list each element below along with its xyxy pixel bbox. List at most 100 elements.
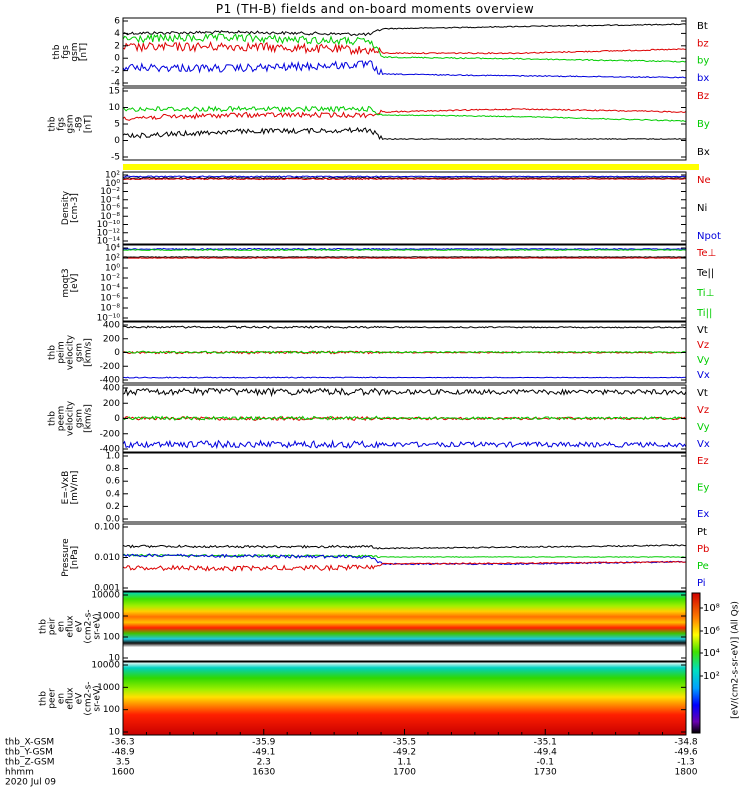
series-bz: [122, 40, 687, 56]
panel-frame-efield: [122, 452, 687, 523]
y-axis-label: eflux: [66, 687, 76, 710]
ephemeris-value: -34.8: [674, 738, 698, 748]
legend-efield-1: Ey: [697, 483, 709, 494]
legend-peim-velocity-1: Vz: [697, 340, 709, 351]
y-tick-label: 10: [109, 103, 121, 113]
y-tick-label: 200: [103, 399, 120, 409]
y-axis-label: -89: [75, 116, 85, 131]
y-axis-label: thb: [39, 619, 49, 634]
y-axis-label: gsm: [75, 409, 85, 428]
legend-peem-velocity-1: Vz: [697, 405, 709, 416]
y-tick-label: 6: [114, 17, 120, 27]
ephemeris-value: 1700: [393, 768, 416, 778]
legend-efield-0: Ez: [697, 456, 709, 467]
y-tick-label: 4: [114, 29, 120, 39]
legend-fgs-gse-2: Bx: [697, 147, 710, 158]
quality-flag-bar: [123, 164, 699, 170]
legend-pressure-1: Pb: [697, 544, 709, 555]
y-tick-label: 10⁻⁸: [100, 212, 120, 222]
y-tick-label: 1000: [97, 683, 120, 693]
series-peem-Vx: [122, 439, 687, 450]
y-axis-label: fgs: [57, 117, 67, 131]
y-axis-label: sr-eV): [93, 685, 103, 711]
y-tick-label: 15: [109, 87, 120, 97]
ephemeris-value: 1600: [112, 768, 135, 778]
y-axis-label: [km/s]: [84, 338, 94, 367]
y-axis-label: thb: [39, 691, 49, 706]
series-Te-par: [122, 256, 687, 258]
ephemeris-value: 1630: [252, 768, 275, 778]
legend-fgs-gsm-0: Bt: [697, 21, 708, 32]
y-tick-label: 10⁻⁴: [100, 195, 120, 205]
y-axis-label: eV: [75, 692, 85, 705]
y-axis-label: [nPa]: [70, 546, 80, 569]
legend-fgs-gse-1: By: [697, 119, 710, 130]
y-tick-label: 10⁻¹⁴: [97, 237, 121, 247]
panel-frame-fgs-gsm: [122, 17, 687, 87]
ephemeris-label: thb_Z-GSM: [5, 758, 54, 768]
y-tick-label: 0.6: [106, 477, 121, 487]
ephemeris-value: -49.1: [252, 748, 275, 758]
y-tick-label: -4: [111, 79, 120, 89]
legend-peem-velocity-3: Vx: [697, 439, 710, 450]
colorbar-tick-label: 10²: [703, 671, 720, 682]
y-tick-label: 1000: [97, 612, 120, 622]
colorbar-title: [eV/(cm2-s-sr-eV)] (All Qs): [731, 601, 741, 719]
colorbar: [691, 592, 701, 734]
y-axis-label: eV: [75, 620, 85, 633]
y-axis-label: gsm: [70, 42, 80, 61]
y-tick-label: 0.2: [106, 502, 120, 512]
y-tick-label: 200: [103, 334, 120, 344]
y-axis-label: sr-eV): [93, 613, 103, 639]
y-axis-label: [nT]: [79, 43, 89, 61]
legend-temperature-3: Ti||: [696, 308, 712, 319]
legend-peem-velocity-0: Vt: [697, 388, 708, 399]
y-tick-label: 10⁰: [105, 264, 120, 274]
series-Bx: [122, 126, 687, 141]
legend-density-1: Ni: [697, 203, 707, 214]
y-tick-label: 10⁻¹⁰: [97, 220, 121, 230]
y-tick-label: 10: [109, 654, 121, 664]
legend-pressure-2: Pe: [697, 561, 709, 572]
y-axis-label: gsm: [75, 343, 85, 362]
ephemeris-label: thb_Y-GSM: [5, 748, 53, 758]
y-tick-label: 10000: [91, 661, 120, 671]
legend-peim-velocity-3: Vx: [697, 370, 710, 381]
y-tick-label: 0.010: [94, 553, 120, 563]
y-tick-label: 100: [103, 633, 120, 643]
y-tick-label: 0.001: [94, 584, 120, 594]
y-tick-label: -2: [111, 66, 120, 76]
y-axis-label: velocity: [66, 334, 76, 370]
ephemeris-label: 2020 Jul 09: [5, 778, 56, 788]
series-Pb: [122, 560, 687, 572]
ephemeris-value: 2.3: [257, 758, 271, 768]
y-axis-label: en: [57, 621, 67, 632]
series-bx: [122, 60, 687, 79]
peer-spectrogram-image: [123, 662, 686, 735]
y-tick-label: 10²: [105, 171, 120, 181]
series-peem-Vy: [122, 415, 687, 421]
y-axis-label: peem: [57, 406, 67, 432]
y-axis-label: peer: [48, 688, 58, 709]
legend-efield-2: Ex: [697, 509, 709, 520]
series-by: [122, 33, 687, 63]
series-Ti-perp: [122, 248, 687, 252]
y-axis-label: Pressure: [61, 538, 71, 577]
legend-fgs-gse-0: Bz: [697, 91, 709, 102]
y-tick-label: 1.0: [106, 452, 121, 462]
legend-temperature-0: Te⊥: [696, 248, 716, 259]
y-tick-label: 100: [103, 705, 120, 715]
y-axis-label: E=-VxB: [61, 471, 71, 505]
y-tick-label: 0: [114, 54, 120, 64]
ephemeris-value: -35.9: [252, 738, 276, 748]
series-Ne: [122, 177, 687, 181]
series-peim-Vt: [122, 325, 687, 329]
ephemeris-value: -49.4: [534, 748, 558, 758]
ephemeris-value: 3.5: [116, 758, 130, 768]
y-axis-label: gsm: [66, 114, 76, 133]
panel-frame-peir-spectrogram: [122, 591, 687, 662]
y-axis-label: [km/s]: [84, 404, 94, 433]
y-tick-label: 10²: [105, 254, 120, 264]
y-tick-label: 2: [114, 41, 120, 51]
